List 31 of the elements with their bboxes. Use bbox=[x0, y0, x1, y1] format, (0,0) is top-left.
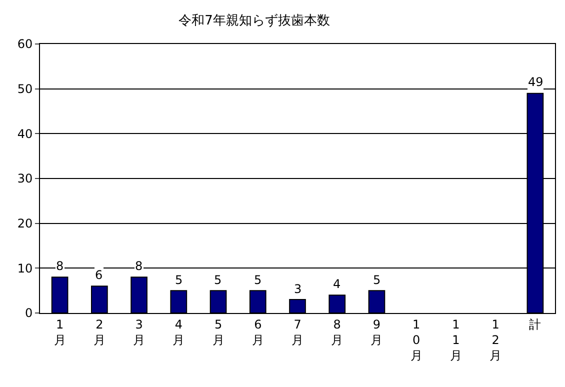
x-tick-label: 4月 bbox=[172, 317, 185, 347]
chart-title: 令和7年親知らず抜歯本数 bbox=[178, 14, 330, 29]
data-label: 5 bbox=[373, 273, 381, 287]
x-tick-label: 8月 bbox=[331, 317, 344, 347]
x-tick-label: 3月 bbox=[133, 317, 146, 347]
data-label: 49 bbox=[528, 75, 544, 89]
x-tick-label: 12月 bbox=[490, 317, 502, 363]
y-tick-label: 20 bbox=[17, 216, 33, 231]
x-tick-label: 9月 bbox=[370, 317, 383, 347]
y-tick-label: 60 bbox=[17, 37, 33, 52]
y-tick-label: 40 bbox=[17, 126, 33, 141]
y-tick-label: 50 bbox=[17, 82, 33, 96]
data-label: 6 bbox=[95, 268, 103, 282]
data-label: 4 bbox=[333, 277, 341, 291]
data-label: 8 bbox=[135, 259, 143, 273]
x-tick-label: 11月 bbox=[450, 317, 462, 363]
x-tick-label: 計 bbox=[529, 317, 542, 332]
x-tick-label: 1月 bbox=[54, 317, 66, 347]
x-tick-label: 6月 bbox=[252, 317, 264, 347]
x-tick-label: 7月 bbox=[292, 317, 304, 347]
y-tick-label: 30 bbox=[17, 172, 33, 186]
data-label: 8 bbox=[56, 259, 64, 273]
x-tick-label: 10月 bbox=[410, 317, 422, 363]
x-tick-label: 2月 bbox=[93, 317, 106, 347]
x-tick-label: 5月 bbox=[212, 317, 224, 347]
data-label: 3 bbox=[294, 282, 302, 296]
y-tick-label: 0 bbox=[24, 306, 33, 320]
y-tick-label: 10 bbox=[17, 261, 33, 276]
data-label: 5 bbox=[254, 273, 262, 287]
data-label: 5 bbox=[175, 273, 183, 287]
data-label: 5 bbox=[214, 273, 222, 287]
